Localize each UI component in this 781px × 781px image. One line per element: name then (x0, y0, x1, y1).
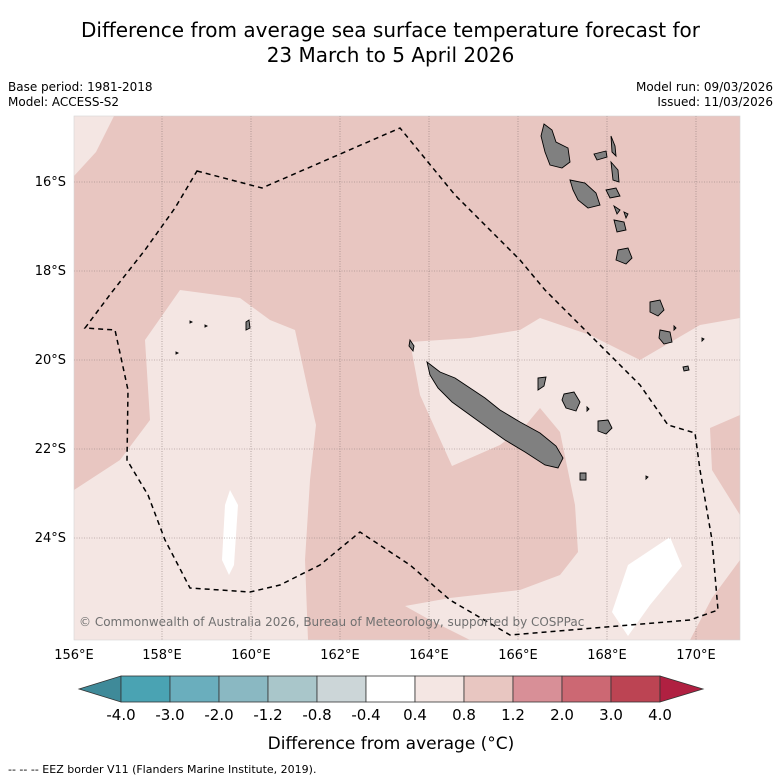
title-line-1: Difference from average sea surface temp… (80, 18, 700, 42)
colorbar-tick-labels: -4.0 -3.0 -2.0 -1.2 -0.8 -0.4 0.4 0.8 1.… (106, 706, 672, 724)
land-mare (597, 419, 613, 435)
chart-title: Difference from average sea surface temp… (0, 18, 781, 68)
lon-label-160e: 160°E (231, 648, 271, 663)
land-erromango (615, 247, 633, 265)
meta-right: Model run: 09/03/2026 Issued: 11/03/2026 (636, 80, 773, 110)
lat-label-20s: 20°S (35, 353, 66, 368)
title-line-2: 23 March to 5 April 2026 (266, 43, 515, 67)
eez-border (83, 127, 719, 636)
lon-label-164e: 164°E (409, 648, 449, 663)
land-new-caledonia (426, 360, 564, 469)
map-area: © Commonwealth of Australia 2026, Bureau… (74, 116, 740, 640)
colorbar-bin-1 (120, 675, 171, 703)
lat-label-24s: 24°S (35, 531, 66, 546)
land-malo (593, 150, 608, 161)
colorbar-tick-2: -3.0 (155, 706, 184, 724)
colorbar-bin-11 (610, 675, 661, 703)
land-reef-c (175, 351, 180, 355)
colorbar-bin-8 (463, 675, 514, 703)
map-gridlines (74, 116, 740, 640)
colorbar-title: Difference from average (°C) (268, 734, 515, 754)
copyright-notice: © Commonwealth of Australia 2026, Bureau… (79, 615, 584, 629)
colorbar-tick-12: 4.0 (648, 706, 672, 724)
colorbar-bin-9 (512, 675, 563, 703)
colorbar-bin-5 (316, 675, 367, 703)
neutral-region-southeast (612, 537, 682, 636)
longitude-labels: 156°E 158°E 160°E 162°E 164°E 166°E 168°… (54, 648, 716, 663)
land-epi (613, 204, 621, 215)
land-belep (408, 338, 415, 353)
latitude-labels: 16°S 18°S 20°S 22°S 24°S (35, 175, 66, 546)
land-aniwa (673, 324, 677, 332)
lon-label-158e: 158°E (142, 648, 182, 663)
colorbar-tick-7: 0.4 (403, 706, 427, 724)
land-maewo (610, 135, 617, 158)
land-tiga (586, 405, 590, 413)
anomaly-region-nw-corner (74, 116, 114, 176)
colorbar (77, 675, 705, 703)
land-espiritu-santo (540, 123, 571, 169)
colorbar-bin-4 (267, 675, 318, 703)
colorbar-tick-4: -1.2 (253, 706, 282, 724)
colorbar-tick-3: -2.0 (204, 706, 233, 724)
anomaly-region-west (74, 290, 316, 640)
lat-label-18s: 18°S (35, 264, 66, 279)
model-name: Model: ACCESS-S2 (8, 95, 120, 109)
lat-label-22s: 22°S (35, 442, 66, 457)
colorbar-tick-11: 3.0 (599, 706, 623, 724)
eez-footnote: -- -- -- EEZ border V11 (Flanders Marine… (8, 763, 317, 776)
base-period: Base period: 1981-2018 (8, 80, 153, 94)
land-ile-des-pins (579, 472, 587, 481)
land-reef-a (189, 320, 194, 324)
colorbar-extend-low (77, 675, 122, 703)
issued-date: Issued: 11/03/2026 (657, 95, 773, 109)
land-futuna (701, 337, 705, 343)
lon-label-168e: 168°E (587, 648, 627, 663)
model-run: Model run: 09/03/2026 (635, 80, 773, 94)
meta-left: Base period: 1981-2018 Model: ACCESS-S2 (8, 80, 153, 110)
colorbar-extend-high (659, 675, 705, 703)
colorbar-tick-10: 2.0 (550, 706, 574, 724)
land-aneityum (658, 329, 673, 345)
colorbar-bin-3 (218, 675, 269, 703)
lon-label-162e: 162°E (320, 648, 360, 663)
land-lifou (561, 391, 581, 412)
land-masses (175, 123, 705, 481)
lon-label-166e: 166°E (498, 648, 538, 663)
land-efate (613, 219, 627, 233)
lat-label-16s: 16°S (35, 175, 66, 190)
colorbar-tick-5: -0.8 (302, 706, 331, 724)
colorbar-bin-2 (169, 675, 220, 703)
lon-label-156e: 156°E (54, 648, 94, 663)
land-tanna (649, 299, 665, 317)
colorbar-bin-10 (561, 675, 612, 703)
lon-label-170e: 170°E (676, 648, 716, 663)
land-walpole (645, 475, 649, 481)
land-malakula (569, 179, 601, 209)
colorbar-tick-8: 0.8 (452, 706, 476, 724)
land-ouvea (537, 376, 547, 391)
land-chesterfield (245, 319, 251, 331)
land-pentecost (610, 160, 620, 183)
land-shepherd-islands (623, 211, 629, 220)
land-reef-b (204, 324, 209, 328)
land-ambrym (605, 187, 621, 199)
colorbar-bin-7 (414, 675, 465, 703)
colorbar-bin-6 (365, 675, 416, 703)
neutral-region-west (222, 490, 238, 575)
colorbar-tick-1: -4.0 (106, 706, 135, 724)
land-hunter (682, 365, 690, 372)
colorbar-tick-9: 1.2 (501, 706, 525, 724)
colorbar-tick-6: -0.4 (351, 706, 380, 724)
map-frame (73, 115, 741, 641)
